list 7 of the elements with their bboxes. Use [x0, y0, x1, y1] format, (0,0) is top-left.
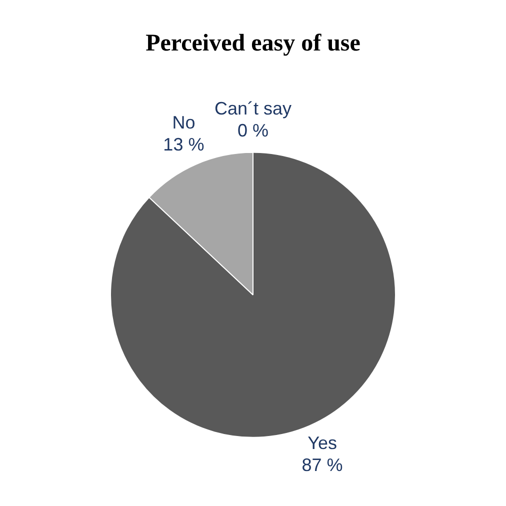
chart-title: Perceived easy of use [146, 30, 361, 57]
slice-label: Yes [308, 433, 337, 454]
data-label: 87 % [302, 455, 343, 476]
text: 0 % [237, 120, 269, 140]
data-label: 13 % [163, 134, 204, 155]
category-label: Can´t say [214, 98, 292, 118]
slice-label: No [172, 112, 196, 133]
